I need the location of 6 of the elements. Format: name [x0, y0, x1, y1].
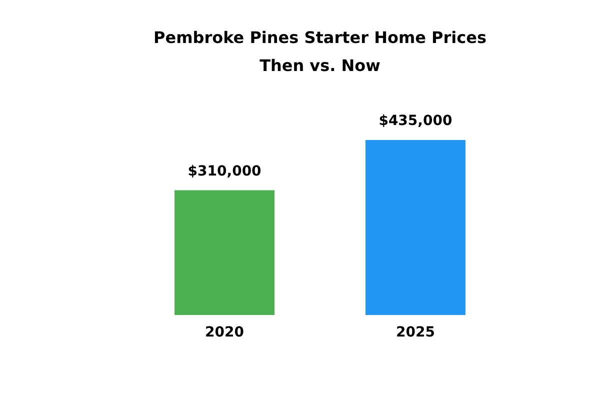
x-tick-label: 2025 [396, 324, 435, 340]
chart-title: Pembroke Pines Starter Home Prices [153, 28, 487, 47]
data-label: $310,000 [188, 163, 262, 180]
x-tick-label: 2020 [205, 324, 244, 340]
data-label: $435,000 [378, 113, 452, 129]
chart-subtitle: Then vs. Now [260, 56, 381, 75]
